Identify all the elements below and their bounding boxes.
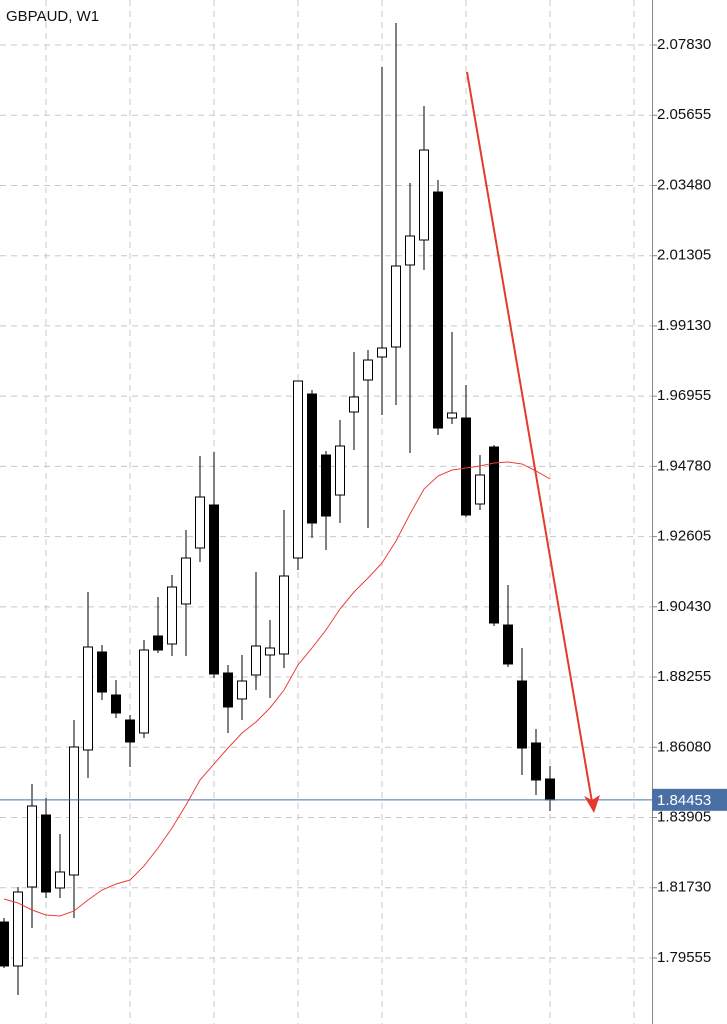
y-tick-label: 1.83905	[657, 808, 711, 825]
candle-body	[0, 921, 9, 967]
trend-arrow	[466, 71, 593, 803]
candle-body	[545, 778, 555, 801]
candle-body	[209, 504, 219, 675]
candle-body	[181, 557, 191, 605]
y-tick-label: 1.96955	[657, 387, 711, 404]
moving-average	[3, 461, 551, 917]
candle-body	[377, 347, 387, 358]
chart-title: GBPAUD, W1	[6, 8, 99, 25]
y-tick-label: 1.99130	[657, 317, 711, 334]
candle-body	[349, 396, 359, 413]
y-tick-label: 1.92605	[657, 528, 711, 545]
y-tick-label: 1.90430	[657, 598, 711, 615]
candle-body	[111, 694, 121, 714]
y-tick-label: 1.86080	[657, 738, 711, 755]
current-price-box	[652, 788, 727, 811]
candle-body	[335, 445, 345, 496]
trend-arrow-head	[584, 795, 600, 813]
candle-body	[433, 191, 443, 429]
candle-body	[447, 412, 457, 419]
candle-body	[321, 454, 331, 517]
y-tick-label: 1.79555	[657, 949, 711, 966]
y-tick-label: 1.94780	[657, 457, 711, 474]
candle-body	[293, 380, 303, 559]
candle-body	[419, 149, 429, 241]
candle-body	[265, 647, 275, 656]
y-tick-label: 2.03480	[657, 176, 711, 193]
candle-body	[363, 359, 373, 381]
candle-body	[55, 871, 65, 889]
y-tick-label: 1.81730	[657, 879, 711, 896]
candle-body	[153, 635, 163, 651]
candle-body	[489, 446, 499, 624]
y-tick-label: 2.07830	[657, 36, 711, 53]
candle-body	[83, 646, 93, 751]
candle-body	[69, 746, 79, 876]
candle-body	[531, 742, 541, 781]
candle-body	[405, 235, 415, 266]
candle-body	[223, 672, 233, 708]
candle-body	[279, 575, 289, 655]
candle-body	[475, 474, 485, 505]
candle-body	[503, 624, 513, 665]
y-tick-label: 2.05655	[657, 106, 711, 123]
current-price-label: 1.84453	[657, 792, 711, 809]
candle-body	[139, 649, 149, 734]
candle-body	[27, 805, 37, 888]
candle-body	[461, 417, 471, 516]
y-tick-label: 1.88255	[657, 668, 711, 685]
candle-body	[41, 814, 51, 893]
candle-body	[195, 496, 205, 549]
candle-body	[307, 393, 317, 524]
candle-body	[97, 651, 107, 693]
candle-body	[251, 645, 261, 676]
candle-body	[13, 891, 23, 967]
candle-body	[237, 680, 247, 700]
candle-body	[167, 586, 177, 645]
candle-body	[391, 265, 401, 348]
candle-body	[125, 719, 135, 743]
candle-body	[517, 680, 527, 749]
y-tick-label: 2.01305	[657, 247, 711, 264]
